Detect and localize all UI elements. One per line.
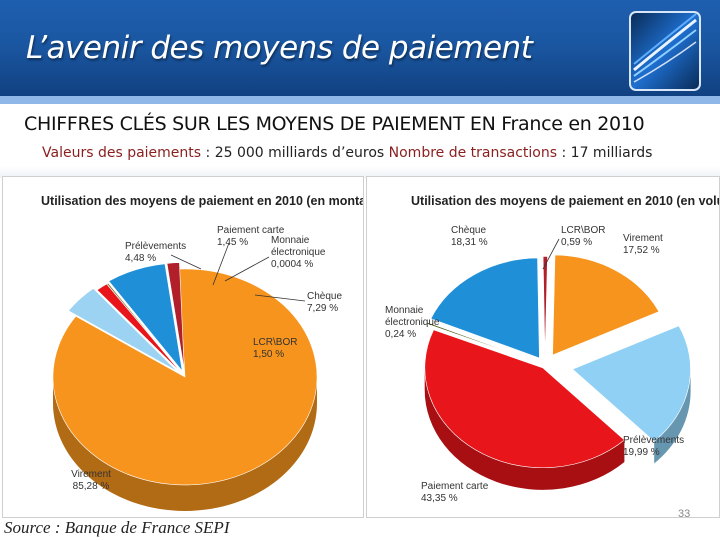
page-number: 33 bbox=[678, 508, 691, 520]
volume-label-name: Virement bbox=[623, 233, 663, 244]
volume-slice-paiement-carte bbox=[424, 329, 625, 490]
montant-slice-cheque bbox=[108, 263, 183, 372]
montant-slice-prelevements bbox=[67, 288, 178, 372]
volume-label-value: 19,99 % bbox=[623, 447, 660, 458]
montant-chart-title: Utilisation des moyens de paiement en 20… bbox=[41, 194, 364, 208]
montant-slice-lcr-bor bbox=[166, 262, 185, 371]
key-figures: Valeurs des paiements : 25 000 milliards… bbox=[42, 145, 652, 161]
montant-label-name: Chèque bbox=[307, 291, 342, 302]
count-figure: : 17 milliards bbox=[561, 145, 653, 161]
volume-slice-virement bbox=[552, 254, 660, 356]
montant-label-value: 1,45 % bbox=[217, 237, 248, 248]
volume-slice-lcr-bor bbox=[542, 256, 548, 357]
volume-label-name: Chèque bbox=[451, 225, 486, 236]
montant-label-value: 1,50 % bbox=[253, 349, 284, 360]
volume-label-value: 0,59 % bbox=[561, 237, 592, 248]
montant-label-value: 85,28 % bbox=[73, 481, 110, 492]
montant-label-name: Prélèvements bbox=[125, 241, 186, 252]
count-label: Nombre de transactions bbox=[388, 145, 558, 161]
volume-chart-title: Utilisation des moyens de paiement en 20… bbox=[411, 194, 720, 208]
montant-label-name: LCR\BOR bbox=[253, 337, 297, 348]
montant-label-name: électronique bbox=[271, 247, 326, 258]
montant-label-name: Virement bbox=[71, 469, 111, 480]
volume-slice-cheque bbox=[430, 257, 540, 359]
divider-shade bbox=[0, 166, 720, 178]
montant-label-value: 0,0004 % bbox=[271, 259, 313, 270]
title-banner: L’avenir des moyens de paiement bbox=[0, 0, 720, 104]
banner-bottom-stripe bbox=[0, 96, 720, 104]
volume-label-value: 43,35 % bbox=[421, 493, 458, 504]
montant-label-value: 4,48 % bbox=[125, 253, 156, 264]
section-heading: CHIFFRES CLÉS SUR LES MOYENS DE PAIEMENT… bbox=[24, 113, 645, 135]
montant-slice-monnaie-electronique bbox=[106, 282, 182, 374]
value-label: Valeurs des paiements bbox=[42, 145, 202, 161]
montant-label-value: 7,29 % bbox=[307, 303, 338, 314]
volume-slice-monnaie-electronique bbox=[426, 322, 536, 362]
volume-label-name: Monnaie bbox=[385, 305, 424, 316]
light-streak-logo-icon bbox=[629, 11, 701, 91]
value-figure: : 25 000 milliards d’euros bbox=[205, 145, 385, 161]
source-note: Source : Banque de France SEPI bbox=[4, 518, 230, 537]
montant-label-name: Monnaie bbox=[271, 235, 310, 246]
volume-label-name: Prélèvements bbox=[623, 435, 684, 446]
volume-label-name: électronique bbox=[385, 317, 440, 328]
pie-chart-montant: Utilisation des moyens de paiement en 20… bbox=[2, 176, 364, 518]
volume-slice-prelevements bbox=[572, 325, 691, 464]
volume-label-value: 18,31 % bbox=[451, 237, 488, 248]
montant-label-name: Paiement carte bbox=[217, 225, 285, 236]
volume-label-name: LCR\BOR bbox=[561, 225, 605, 236]
pie-chart-volume: Utilisation des moyens de paiement en 20… bbox=[366, 176, 720, 518]
volume-label-value: 0,24 % bbox=[385, 329, 416, 340]
page-title: L’avenir des moyens de paiement bbox=[26, 30, 533, 66]
volume-label-value: 17,52 % bbox=[623, 245, 660, 256]
volume-label-name: Paiement carte bbox=[421, 481, 489, 492]
